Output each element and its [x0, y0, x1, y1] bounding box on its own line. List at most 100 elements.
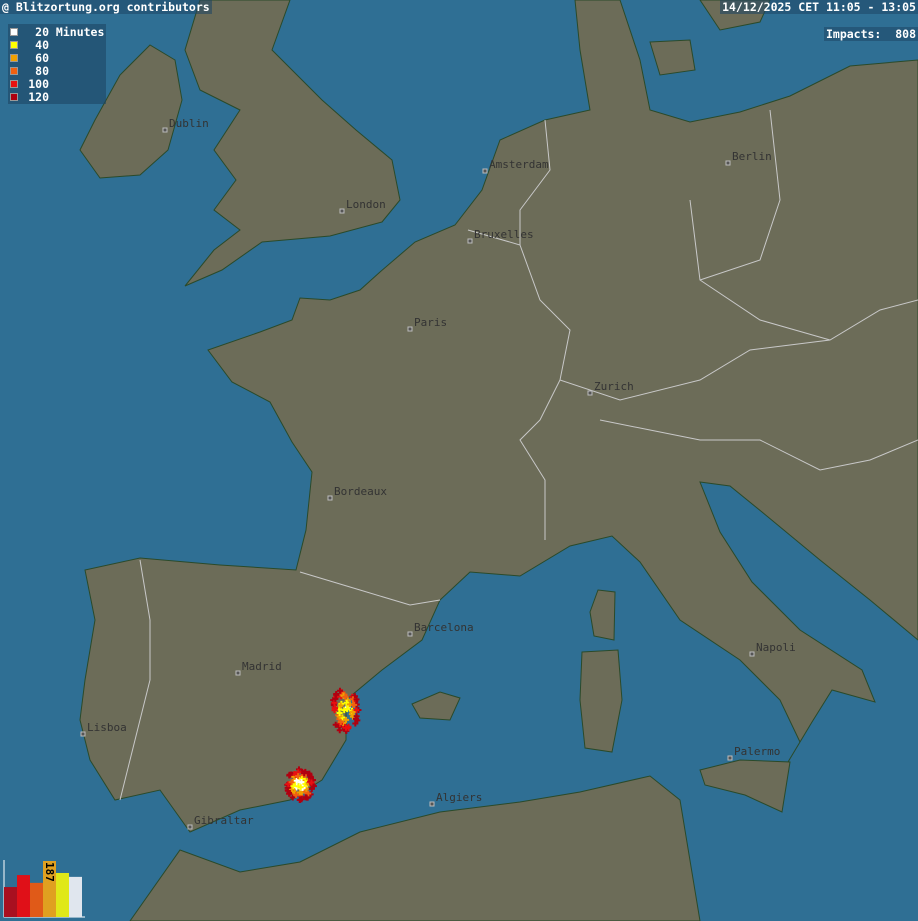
great-britain — [184, 0, 401, 287]
lightning-strike — [332, 695, 339, 702]
legend-value: 120 — [28, 89, 49, 104]
lightning-strike — [293, 791, 300, 798]
city-marker — [407, 631, 413, 637]
histogram-peak-label: 187 — [43, 862, 56, 882]
legend-value: 80 — [35, 63, 49, 78]
lightning-strike — [290, 782, 297, 789]
legend-value: 100 — [28, 76, 49, 91]
lightning-strike — [336, 687, 343, 694]
lightning-strike — [351, 701, 358, 708]
legend-swatch — [10, 92, 18, 101]
lightning-strike — [306, 770, 313, 777]
legend-value: 20 — [35, 24, 49, 39]
city-label: Barcelona — [414, 621, 474, 634]
lightning-strike — [352, 707, 359, 714]
lightning-strike — [303, 794, 310, 801]
city-marker — [727, 755, 733, 761]
lightning-strike — [308, 779, 315, 786]
city-marker — [339, 208, 345, 214]
city-marker — [429, 801, 435, 807]
lightning-strike — [336, 727, 343, 734]
city-label: Algiers — [436, 791, 482, 804]
north-africa — [129, 775, 701, 921]
impacts-histogram: 187 — [3, 860, 85, 918]
lightning-strike — [295, 773, 302, 780]
legend-unit: Minutes — [49, 24, 105, 39]
city-label: Madrid — [242, 660, 282, 673]
attribution: @ Blitzortung.org contributors — [0, 0, 212, 14]
city-label: London — [346, 198, 386, 211]
lightning-strikes — [284, 687, 362, 804]
ireland — [79, 44, 183, 179]
lightning-strike — [352, 715, 359, 722]
lightning-strike — [296, 797, 303, 804]
lightning-strike — [337, 719, 344, 726]
city-label: Napoli — [756, 641, 796, 654]
histogram-bar — [30, 882, 43, 917]
corsica — [589, 589, 616, 641]
impacts-label: Impacts: — [825, 27, 882, 41]
city-label: Lisboa — [87, 721, 127, 734]
legend-item: 20 Minutes — [10, 24, 105, 39]
lightning-strike — [343, 724, 350, 731]
impacts-value: 808 — [895, 27, 916, 41]
city-label: Bruxelles — [474, 228, 534, 241]
sicily — [699, 759, 791, 813]
histogram-bar — [56, 872, 69, 917]
lightning-strike — [342, 693, 349, 700]
city-label: Dublin — [169, 117, 209, 130]
city-marker — [467, 238, 473, 244]
legend-item: 100 — [10, 76, 104, 91]
lightning-strike — [288, 786, 295, 793]
histogram-bar — [4, 887, 17, 917]
lightning-strike — [286, 790, 293, 797]
city-marker — [482, 168, 488, 174]
lightning-strike — [293, 777, 300, 784]
lightning-strike — [288, 779, 295, 786]
legend-swatch — [10, 53, 18, 62]
impacts-counter: Impacts: 808 — [823, 27, 918, 41]
city-marker — [235, 670, 241, 676]
legend-swatch — [10, 66, 18, 75]
lightning-strike — [336, 709, 343, 716]
lightning-strike — [298, 779, 305, 786]
lightning-strike — [286, 771, 293, 778]
histogram-bar — [69, 876, 82, 917]
country-borders — [119, 109, 918, 801]
legend-swatch — [10, 79, 18, 88]
land-masses — [79, 0, 918, 921]
lightning-strike — [285, 781, 292, 788]
city-marker — [749, 651, 755, 657]
lightning-strike — [332, 721, 339, 728]
lightning-strike — [349, 708, 356, 715]
city-marker — [162, 127, 168, 133]
timespan: 14/12/2025 CET 11:05 - 13:05 — [720, 0, 918, 14]
legend-item: 120 — [10, 89, 104, 104]
legend-swatch — [10, 40, 18, 49]
lightning-strike — [297, 784, 304, 791]
city-marker — [407, 326, 413, 332]
lightning-strike — [310, 783, 317, 790]
city-label: Paris — [414, 316, 447, 329]
city-label: Zurich — [594, 380, 634, 393]
legend-item: 40 — [10, 38, 104, 52]
city-marker — [587, 390, 593, 396]
zealand — [649, 39, 696, 76]
lightning-strike — [344, 706, 351, 713]
legend-item: 80 — [10, 63, 104, 78]
city-label: Bordeaux — [334, 485, 387, 498]
city-label: Palermo — [734, 745, 780, 758]
lightning-strike — [337, 702, 344, 709]
lightning-strike — [343, 716, 350, 723]
lightning-strike — [301, 770, 308, 777]
city-label: Amsterdam — [489, 158, 549, 171]
legend-item: 60 — [10, 51, 104, 65]
histogram-bar — [43, 861, 56, 917]
city-marker — [80, 731, 86, 737]
mallorca — [411, 691, 461, 721]
lightning-strike — [353, 696, 360, 703]
sardinia — [579, 649, 623, 753]
legend-swatch — [10, 27, 18, 36]
city-label: Berlin — [732, 150, 772, 163]
